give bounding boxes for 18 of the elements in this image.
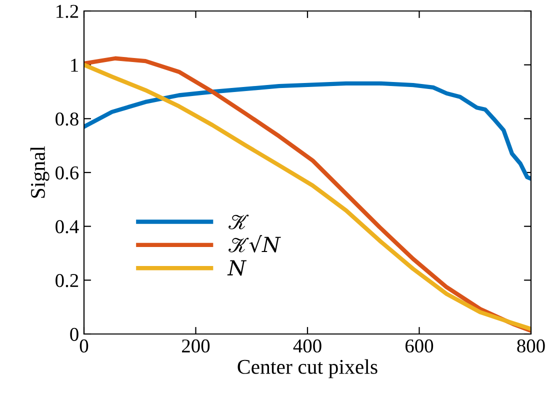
x-axis-title: Center cut pixels: [238, 359, 378, 378]
y-tick-label: 0.2: [56, 274, 78, 288]
y-axis-title: Signal: [30, 146, 50, 198]
y-tick-label: 1.2: [56, 4, 78, 18]
y-tick-label: 0: [70, 328, 78, 341]
legend-label: 𝑁: [227, 260, 247, 276]
y-tick-label: 0.4: [56, 220, 79, 234]
y-tick-label: 0.6: [56, 166, 79, 180]
y-tick-label: 0.8: [56, 112, 78, 126]
x-tick-label: 200: [182, 339, 210, 353]
legend-label: 𝒦: [228, 214, 249, 230]
y-tick-label: 1: [71, 58, 78, 72]
line-series: [84, 81, 531, 181]
x-tick-label: 400: [293, 339, 322, 353]
x-tick-label: 600: [406, 339, 434, 353]
x-tick-label: 800: [517, 339, 545, 353]
x-tick-label: 0: [80, 339, 88, 353]
legend-label: 𝒦√𝑁: [228, 235, 281, 252]
